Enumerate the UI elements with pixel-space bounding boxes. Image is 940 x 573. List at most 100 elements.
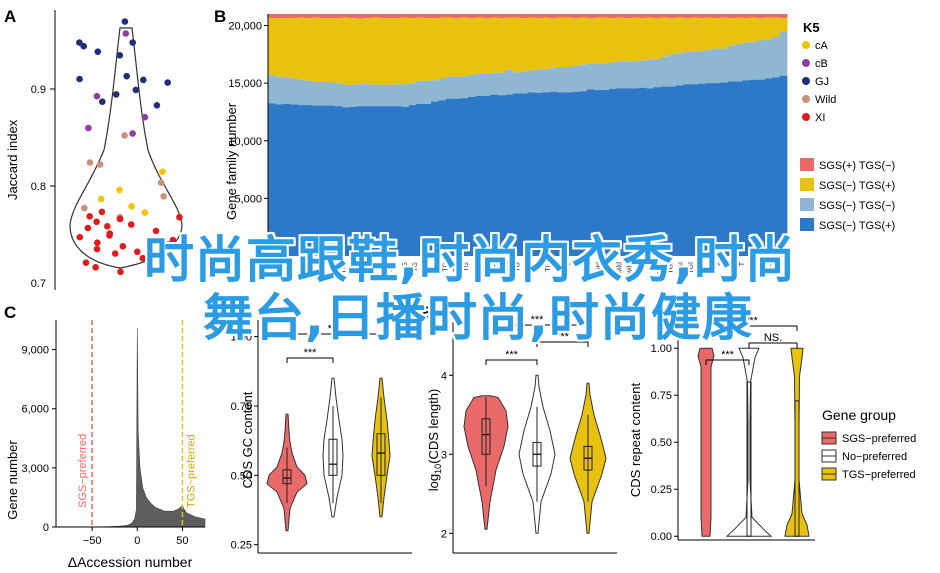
series-legend-swatch [800, 198, 814, 211]
b-bar-red [779, 14, 788, 19]
a-point-XI [94, 239, 101, 246]
b-bar-lightblue [586, 63, 595, 90]
panel-a-letter: A [4, 7, 16, 26]
a-point-XI [93, 218, 100, 226]
c-tgs-label: TGS−preferred [185, 434, 197, 508]
b-bar-red [698, 14, 706, 19]
sig-bracket [286, 333, 382, 339]
b-bar-red [468, 14, 476, 19]
b-series-legend: SGS(+) TGS(−) SGS(−) TGS(+) SGS(−) TGS(−) S… [800, 158, 895, 232]
b-bar-red [282, 14, 291, 19]
b-bar-red [660, 14, 669, 18]
b-bar-red [512, 14, 521, 18]
b-bar-yellow [342, 17, 350, 85]
b-bar-blue [356, 106, 365, 256]
b-xtick-label: TG [494, 262, 501, 272]
b-xtick-label: TGI [668, 262, 675, 274]
b-bar-red [423, 14, 432, 19]
a-point-cB [122, 30, 130, 37]
v-ytick-label: 0.25 [651, 484, 672, 496]
b-bar-red [401, 14, 410, 18]
c-ytick-label: 3,000 [21, 463, 49, 475]
b-bar-blue [268, 103, 276, 256]
b-bar-blue [505, 94, 514, 256]
gene-group-legend-title: Gene group [822, 407, 896, 423]
b-bar-red [327, 14, 336, 19]
a-point-GJ [94, 48, 102, 55]
b-xtick-label: TG [484, 262, 491, 272]
b-bar-lightblue [312, 81, 321, 106]
a-point-XI [116, 215, 124, 223]
b-bar-lightblue [609, 62, 617, 89]
b-xtick-label: wild [596, 262, 603, 275]
series-legend-label: SGS(−) TGS(+) [819, 220, 895, 232]
b-bar-yellow [416, 17, 425, 81]
b-ylabel: Gene family number [224, 102, 239, 220]
k5-legend-label: Wild [815, 94, 836, 106]
b-bar-lightblue [779, 31, 788, 76]
b-bar-blue [742, 80, 751, 256]
b-bar-blue [772, 77, 780, 256]
b-bar-lightblue [505, 69, 514, 95]
b-xtick-label: wild [606, 262, 613, 275]
a-point-GJ [129, 39, 136, 46]
panel-a-points [76, 18, 183, 276]
b-bar-yellow [327, 18, 336, 83]
b-bar-red [275, 14, 284, 19]
b-bar-yellow [520, 18, 528, 72]
b-bar-lightblue [379, 84, 388, 107]
panel-e: E log10(CDS length) 2 3 4 *** *** *** [422, 303, 617, 554]
b-bar-red [297, 14, 306, 18]
series-legend-label: SGS(−) TGS(+) [819, 180, 895, 192]
a-point-cA [141, 209, 149, 216]
b-bar-blue [764, 78, 773, 256]
b-bar-red [557, 14, 565, 18]
b-bar-red [438, 14, 447, 18]
b-bar-blue [453, 98, 462, 256]
a-point-cA [159, 168, 166, 175]
b-bar-yellow [431, 18, 439, 81]
b-bar-yellow [683, 18, 692, 53]
b-bar-lightblue [364, 84, 373, 107]
b-bar-red [720, 14, 729, 18]
panel-e-letter: E [422, 303, 433, 322]
b-xtick-label: Tt [289, 262, 296, 268]
b-bar-red [772, 14, 780, 18]
a-point-XI [98, 208, 106, 216]
a-point-XI [165, 241, 172, 248]
sig-label: *** [531, 314, 545, 326]
b-bar-blue [579, 91, 588, 257]
b-bar-lightblue [290, 78, 299, 105]
b-bar-blue [527, 92, 536, 256]
v-ytick-label: 0.25 [231, 540, 252, 552]
b-bar-yellow [394, 18, 402, 85]
gene-group-label: No−preferred [842, 451, 907, 463]
b-bar-lightblue [520, 71, 528, 94]
b-bar-lightblue [460, 76, 469, 99]
b-bar-blue [475, 95, 484, 256]
b-ytick-label: 20,000 [228, 21, 262, 33]
a-point-cB [93, 92, 101, 100]
a-point-XI [106, 232, 113, 239]
b-bar-red [571, 14, 580, 19]
b-bar-blue [297, 105, 306, 256]
b-bar-lightblue [468, 75, 476, 97]
b-bar-lightblue [749, 41, 758, 80]
b-bar-lightblue [772, 37, 780, 78]
b-bar-blue [594, 90, 603, 256]
b-bar-red [319, 14, 328, 19]
f-no-box [746, 381, 752, 537]
a-point-GJ [132, 86, 140, 94]
b-bar-blue [512, 93, 521, 256]
b-bar-blue [282, 103, 291, 256]
b-bar-red [616, 14, 625, 18]
k5-legend-title: K5 [803, 20, 820, 35]
a-ytick-label: 0.7 [31, 278, 46, 290]
b-bar-lightblue [690, 52, 699, 85]
b-bar-red [334, 14, 343, 19]
b-xtick-label: T [269, 261, 276, 266]
v-ytick-label: 0.50 [651, 437, 672, 449]
a-violin-outline [69, 27, 183, 269]
